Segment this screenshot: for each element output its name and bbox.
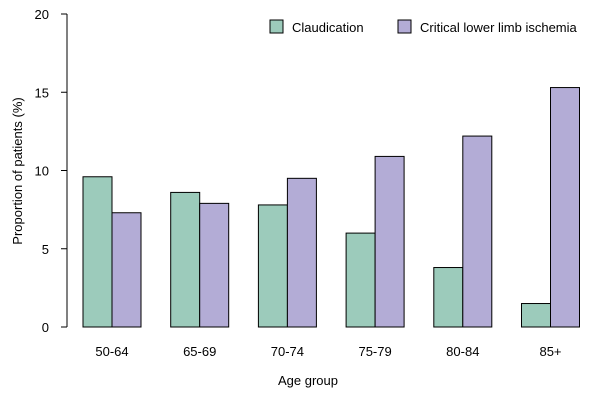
bar-claudication (82, 176, 113, 328)
bar-critical-ischemia (286, 177, 317, 328)
bar-claudication (170, 191, 201, 328)
legend: Claudication Critical lower limb ischemia (269, 19, 578, 35)
bar-claudication (433, 267, 464, 328)
bar-claudication (521, 303, 551, 328)
y-tick-label: 10 (35, 164, 49, 179)
x-tick-label: 70-74 (271, 344, 304, 359)
y-axis: 0 5 10 15 20 (35, 7, 68, 335)
x-tick-label: 50-64 (95, 344, 128, 359)
x-axis-title: Age group (278, 373, 338, 388)
x-tick-label: 65-69 (183, 344, 216, 359)
x-tick-label: 75-79 (358, 344, 391, 359)
legend-label: Claudication (292, 20, 364, 35)
bar-critical-ischemia (550, 87, 580, 328)
bar-critical-ischemia (199, 202, 230, 328)
x-axis: 50-64 65-69 70-74 75-79 80-84 85+ (95, 344, 561, 359)
y-tick-label: 0 (42, 320, 49, 335)
legend-swatch (397, 19, 412, 34)
y-axis-title: Proportion of patients (%) (10, 97, 25, 244)
legend-label: Critical lower limb ischemia (420, 20, 578, 35)
bar-critical-ischemia (462, 135, 493, 328)
y-tick-label: 15 (35, 85, 49, 100)
bar-critical-ischemia (111, 212, 142, 328)
x-tick-label: 80-84 (446, 344, 479, 359)
bar-claudication (257, 204, 288, 328)
legend-swatch (269, 19, 284, 34)
bars (82, 87, 580, 328)
x-tick-label: 85+ (539, 344, 561, 359)
y-tick-label: 20 (35, 7, 49, 22)
y-tick-label: 5 (42, 242, 49, 257)
bar-critical-ischemia (374, 155, 405, 328)
bar-claudication (345, 232, 376, 328)
